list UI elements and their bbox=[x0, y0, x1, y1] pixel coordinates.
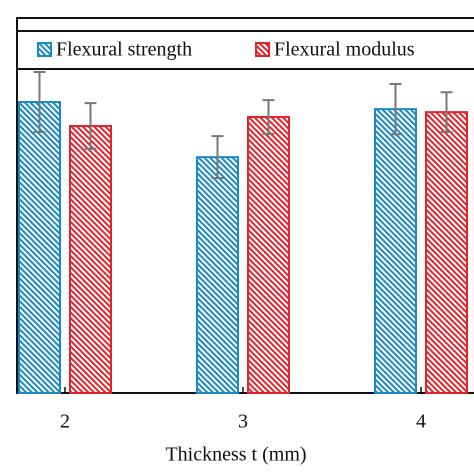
bar bbox=[247, 116, 290, 394]
legend-swatch bbox=[37, 42, 52, 57]
bar bbox=[18, 101, 61, 394]
legend-label: Flexural strength bbox=[56, 39, 192, 61]
bar bbox=[374, 108, 417, 394]
legend: Flexural strength Flexural modulus bbox=[16, 30, 474, 70]
x-tick-label: 2 bbox=[60, 411, 70, 433]
legend-swatch bbox=[255, 42, 270, 57]
bar bbox=[196, 156, 239, 394]
x-tick-label: 3 bbox=[238, 411, 248, 433]
x-tick-label: 4 bbox=[416, 411, 426, 433]
legend-box bbox=[16, 30, 474, 70]
x-axis-label: Thickness t (mm) bbox=[165, 444, 306, 466]
legend-label: Flexural modulus bbox=[274, 39, 415, 61]
bar bbox=[425, 111, 468, 394]
bar bbox=[69, 125, 112, 394]
